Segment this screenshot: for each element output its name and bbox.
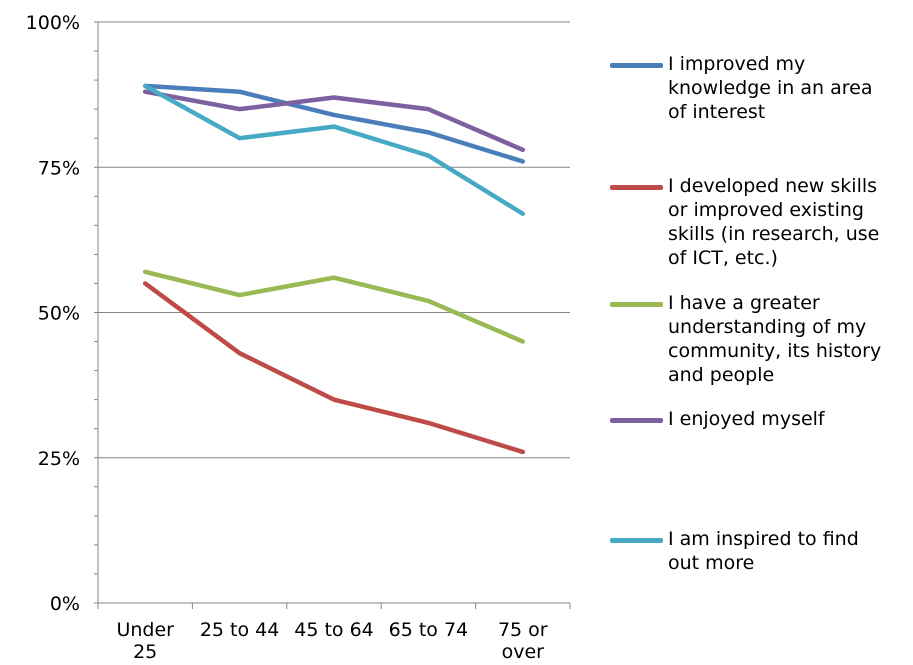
x-tick-label: 45 to 64	[294, 619, 374, 641]
legend-label: I am inspired to find out more	[668, 528, 859, 574]
y-tick-label: 50%	[38, 303, 80, 325]
series-line-3	[142, 269, 526, 344]
legend: I improved my knowledge in an area of in…	[610, 0, 913, 665]
legend-swatch	[610, 63, 663, 68]
x-tick-label: 75 or over	[498, 619, 548, 663]
x-tick-label: 25 to 44	[200, 619, 280, 641]
x-tick-label: Under 25	[116, 619, 174, 663]
series-line-2	[142, 281, 526, 455]
legend-label: I improved my knowledge in an area of in…	[668, 53, 873, 123]
series-line-4	[142, 89, 526, 153]
legend-swatch	[610, 418, 663, 423]
gridlines	[98, 21, 570, 459]
axes	[94, 21, 571, 609]
y-tick-label: 0%	[50, 593, 80, 615]
legend-label: I have a greater understanding of my com…	[668, 292, 882, 386]
y-tick-label: 75%	[38, 157, 80, 179]
y-tick-label: 25%	[38, 448, 80, 470]
y-tick-label: 100%	[26, 12, 80, 34]
x-tick-label: 65 to 74	[389, 619, 469, 641]
tick-labels: 0% 25% 50% 75% 100% Under 25 25 to 44 45 to 64 65…	[26, 12, 548, 663]
legend-label: I developed new skills or improved exist…	[668, 175, 880, 269]
series-lines	[142, 83, 526, 455]
legend-label: I enjoyed myself	[668, 408, 825, 430]
legend-swatch	[610, 538, 663, 543]
legend-swatch	[610, 302, 663, 307]
series-line-5	[142, 83, 526, 216]
legend-swatch	[610, 185, 663, 190]
series-line-1	[142, 83, 526, 164]
